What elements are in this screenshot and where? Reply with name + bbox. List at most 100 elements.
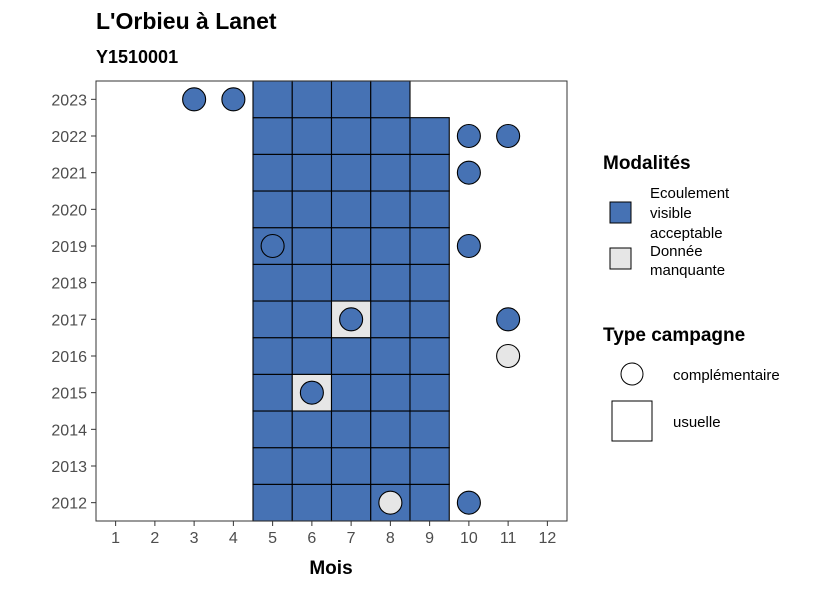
tile-2016-9 [409,337,450,375]
tile-2014-5 [252,410,293,449]
point-2012-8 [378,490,403,515]
legend-label-ecoulement-line3: acceptable [650,225,723,242]
y-tick-label-2018: 2018 [51,276,87,293]
tile-2015-7 [330,373,372,412]
tile-2023-5 [252,80,293,119]
tile-2021-9 [409,153,450,192]
tile-2020-7 [330,190,372,229]
tile-2013-8 [370,447,411,485]
legend-label-usuelle: usuelle [673,414,721,431]
x-tick-label-5: 5 [268,530,277,547]
tile-2023-6 [291,80,333,119]
legend: Modalités Ecoulement visible acceptable … [603,153,780,442]
point-2012-10 [456,490,481,515]
tile-2021-5 [252,153,293,192]
tile-2022-6 [291,117,333,155]
x-tick-label-2: 2 [150,530,159,547]
x-tick-label-8: 8 [386,530,395,547]
point-2023-3 [182,87,207,112]
legend-modalites-title: Modalités [603,153,691,174]
chart-subtitle: Y1510001 [96,47,178,67]
tile-2017-5 [252,300,293,339]
tile-2012-7 [330,483,372,522]
tile-2016-5 [252,337,293,375]
legend-key-ecoulement [609,201,632,224]
x-axis: 1 2 3 4 5 6 7 8 9 10 11 12 [111,521,556,547]
x-tick-label-1: 1 [111,530,120,547]
tile-2020-6 [291,190,333,229]
tile-2018-5 [252,263,293,302]
y-tick-label-2022: 2022 [51,129,87,146]
tile-2015-5 [252,373,293,412]
x-tick-label-10: 10 [460,530,478,547]
y-tick-label-2019: 2019 [51,239,87,256]
y-tick-label-2014: 2014 [51,422,87,439]
y-tick-label-2021: 2021 [51,166,87,183]
point-2016-11 [496,343,521,369]
x-tick-label-9: 9 [425,530,434,547]
tile-2018-7 [330,263,372,302]
tile-2014-7 [330,410,372,449]
tile-2017-6 [291,300,333,339]
tile-2019-7 [330,227,372,265]
tile-2014-9 [409,410,450,449]
y-tick-label-2012: 2012 [51,496,87,513]
tile-2014-8 [370,410,411,449]
legend-label-manquante-line2: manquante [650,262,725,279]
tile-2017-9 [409,300,450,339]
tile-2013-7 [330,447,372,485]
y-tick-label-2015: 2015 [51,386,87,403]
point-2017-7 [339,307,364,332]
tile-2019-6 [291,227,333,265]
tile-2017-8 [370,300,411,339]
tile-2018-9 [409,263,450,302]
y-tick-label-2013: 2013 [51,459,87,476]
tile-2020-9 [409,190,450,229]
tile-2014-6 [291,410,333,449]
point-2017-11 [496,307,521,332]
tile-2018-8 [370,263,411,302]
x-axis-title: Mois [309,558,352,579]
tile-2022-9 [409,117,450,155]
tile-2016-8 [370,337,411,375]
legend-key-complementaire [620,362,644,386]
tile-2021-7 [330,153,372,192]
x-tick-label-6: 6 [307,530,316,547]
tile-2021-8 [370,153,411,192]
tile-2023-7 [330,80,372,119]
tile-2022-5 [252,117,293,155]
point-2022-11 [496,123,521,149]
point-2023-4 [221,87,246,112]
tile-2012-5 [252,483,293,522]
x-tick-label-4: 4 [229,530,238,547]
tile-2022-8 [370,117,411,155]
tile-2018-6 [291,263,333,302]
x-tick-label-7: 7 [347,530,356,547]
x-tick-label-3: 3 [190,530,199,547]
tile-2016-6 [291,337,333,375]
point-2015-6 [299,380,324,405]
tile-2012-6 [291,483,333,522]
x-tick-label-12: 12 [538,530,556,547]
y-tick-label-2017: 2017 [51,312,87,329]
chart-title: L'Orbieu à Lanet [96,8,277,34]
legend-label-ecoulement-line1: Ecoulement [650,185,730,202]
points-layer [182,87,521,515]
y-tick-label-2016: 2016 [51,349,87,366]
y-tick-label-2020: 2020 [51,202,87,219]
tile-2020-5 [252,190,293,229]
legend-label-manquante-line1: Donnée [650,243,703,260]
plot-border [95,80,568,522]
legend-type-title: Type campagne [603,325,745,346]
tile-2019-8 [370,227,411,265]
legend-label-ecoulement-line2: visible [650,205,692,222]
tile-2021-6 [291,153,333,192]
legend-label-complementaire: complémentaire [673,367,780,384]
point-2022-10 [456,123,481,149]
y-axis: 2012 2013 2014 2015 2016 2017 2018 2019 2020 2021… [51,92,96,513]
tile-2013-6 [291,447,333,485]
point-2019-5 [260,233,285,259]
y-tick-label-2023: 2023 [51,92,87,109]
x-tick-label-11: 11 [500,530,517,547]
